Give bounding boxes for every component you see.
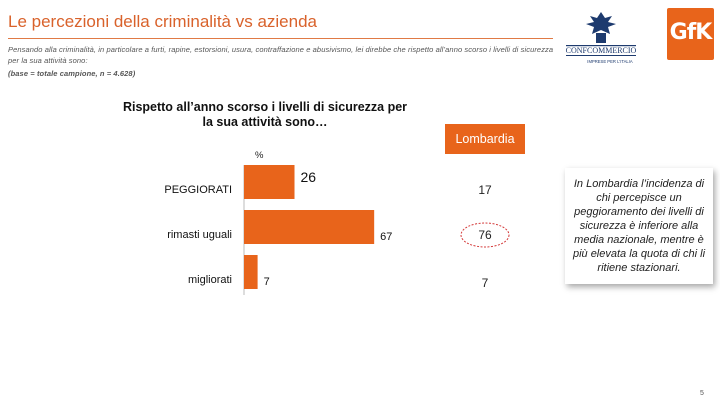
confcommercio-logo: CONFCOMMERCIO IMPRESE PER L'ITALIA: [566, 12, 637, 64]
intro-text-line-2: per la sua attività sono:: [8, 56, 88, 65]
data-label: 7: [264, 276, 270, 288]
gfk-logo: GfK: [667, 8, 714, 60]
percent-unit-label: %: [255, 150, 264, 161]
commentary-text: In Lombardia l’incidenza di chi percepis…: [572, 178, 706, 274]
title-divider: [8, 38, 553, 39]
slide-title: Le percezioni della criminalità vs azien…: [8, 12, 317, 31]
bar-peggiorati: [244, 165, 295, 199]
page-number: 5: [700, 390, 704, 397]
region-value-peggiorati: 17: [478, 183, 492, 197]
bar-chart: PEGGIORATI 26 rimasti uguali 67 migliorati 7: [164, 165, 392, 295]
confcommercio-logo-subtext: IMPRESE PER L'ITALIA: [587, 59, 633, 64]
category-label: PEGGIORATI: [164, 184, 232, 196]
data-label: 26: [301, 169, 317, 185]
category-label: rimasti uguali: [167, 229, 232, 241]
category-label: migliorati: [188, 274, 232, 286]
region-value-migliorati: 7: [481, 276, 489, 290]
intro-text-line-1: Pensando alla criminalità, in particolar…: [8, 45, 554, 54]
data-label: 67: [380, 231, 392, 243]
bar-migliorati: [244, 255, 258, 289]
confcommercio-logo-text: CONFCOMMERCIO: [566, 46, 637, 55]
highlight-oval: [460, 222, 510, 248]
question-heading: Rispetto all’anno scorso i livelli di si…: [122, 100, 408, 129]
gfk-logo-text: GfK: [669, 20, 713, 45]
bar-rimasti-uguali: [244, 210, 375, 244]
commentary-box: In Lombardia l’incidenza di chi percepis…: [565, 168, 713, 284]
sample-base-note: (base = totale campione, n = 4.628): [8, 69, 136, 78]
region-value-rimasti-uguali: 76: [478, 228, 492, 242]
region-header-badge: Lombardia: [445, 124, 525, 154]
